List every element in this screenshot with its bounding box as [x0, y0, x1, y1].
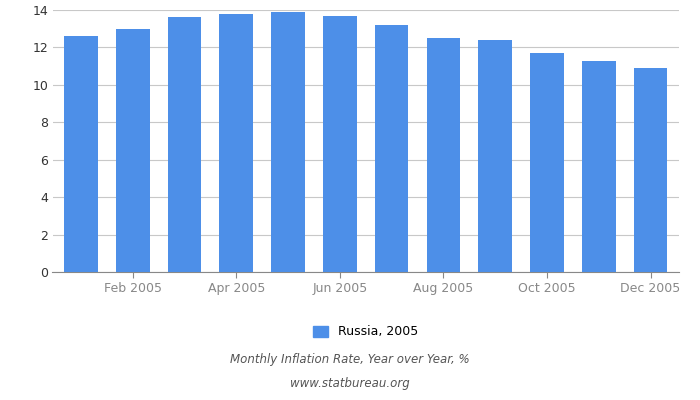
Text: Monthly Inflation Rate, Year over Year, %: Monthly Inflation Rate, Year over Year, … — [230, 354, 470, 366]
Bar — [530, 53, 564, 272]
Bar — [64, 36, 98, 272]
Bar — [272, 12, 305, 272]
Bar — [323, 16, 357, 272]
Text: www.statbureau.org: www.statbureau.org — [290, 378, 410, 390]
Bar — [582, 60, 615, 272]
Legend: Russia, 2005: Russia, 2005 — [313, 326, 419, 338]
Bar — [168, 18, 202, 272]
Bar — [116, 29, 150, 272]
Bar — [634, 68, 667, 272]
Bar — [426, 38, 460, 272]
Bar — [374, 25, 409, 272]
Bar — [478, 40, 512, 272]
Bar — [220, 14, 253, 272]
